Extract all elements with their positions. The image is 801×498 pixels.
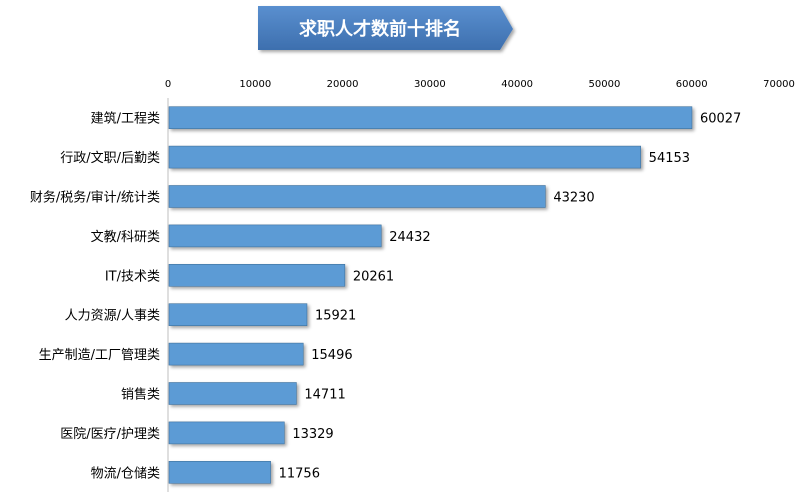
category-label: IT/技术类: [105, 269, 160, 284]
x-tick-label: 0: [165, 79, 171, 90]
bar-series: 建筑/工程类 60027 行政/文职/后勤类 54153 财务/税务/审计/统计类 432…: [30, 106, 741, 484]
category-label: 生产制造/工厂管理类: [39, 348, 160, 363]
bar: [168, 421, 285, 445]
x-tick-label: 20000: [327, 79, 359, 90]
bar-row: 建筑/工程类 60027: [91, 106, 741, 129]
value-label: 60027: [700, 112, 741, 127]
chart-title: 求职人才数前十排名: [299, 18, 461, 40]
category-label: 行政/文职/后勤类: [60, 151, 160, 166]
bar-row: 行政/文职/后勤类 54153: [60, 145, 690, 169]
bar-row: 人力资源/人事类 15921: [65, 303, 356, 327]
value-label: 13329: [292, 427, 333, 442]
bar-row: IT/技术类 20261: [105, 263, 394, 287]
category-label: 医院/医疗/护理类: [60, 427, 160, 442]
title-banner-shape: [258, 6, 513, 50]
x-tick-label: 10000: [239, 79, 271, 90]
bar: [168, 263, 346, 287]
value-label: 15496: [311, 348, 352, 363]
bar: [168, 382, 297, 405]
bar: [168, 342, 304, 366]
bar: [168, 303, 308, 327]
chart-title-banner: 求职人才数前十排名: [258, 6, 513, 50]
bar-row: 物流/仓储类 11756: [91, 460, 320, 484]
x-axis-ticks: 0 10000 20000 30000 40000 50000 60000 70000: [165, 79, 795, 90]
bar-row: 财务/税务/审计/统计类 43230: [30, 185, 595, 208]
category-label: 财务/税务/审计/统计类: [30, 190, 160, 206]
category-label: 建筑/工程类: [91, 111, 160, 127]
value-label: 15921: [315, 309, 356, 324]
value-label: 43230: [553, 191, 594, 206]
bar: [168, 224, 382, 248]
category-label: 物流/仓储类: [91, 466, 160, 481]
x-tick-label: 30000: [414, 79, 446, 90]
category-label: 文教/科研类: [91, 229, 160, 245]
bar-row: 文教/科研类 24432: [91, 224, 431, 248]
value-label: 24432: [389, 230, 430, 245]
value-label: 14711: [304, 388, 345, 403]
value-label: 54153: [649, 151, 690, 166]
value-label: 11756: [279, 466, 320, 481]
bar: [168, 106, 693, 129]
bar: [168, 185, 546, 208]
category-label: 销售类: [121, 387, 160, 403]
x-tick-label: 50000: [589, 79, 621, 90]
value-label: 20261: [353, 269, 394, 284]
bar-row: 医院/医疗/护理类 13329: [60, 421, 334, 445]
bar: [168, 145, 641, 169]
category-label: 人力资源/人事类: [65, 309, 160, 324]
x-tick-label: 60000: [676, 79, 708, 90]
x-tick-label: 40000: [501, 79, 533, 90]
bar-row: 销售类 14711: [121, 382, 346, 405]
bar: [168, 460, 271, 484]
bar-row: 生产制造/工厂管理类 15496: [39, 342, 353, 366]
x-tick-label: 70000: [763, 79, 795, 90]
